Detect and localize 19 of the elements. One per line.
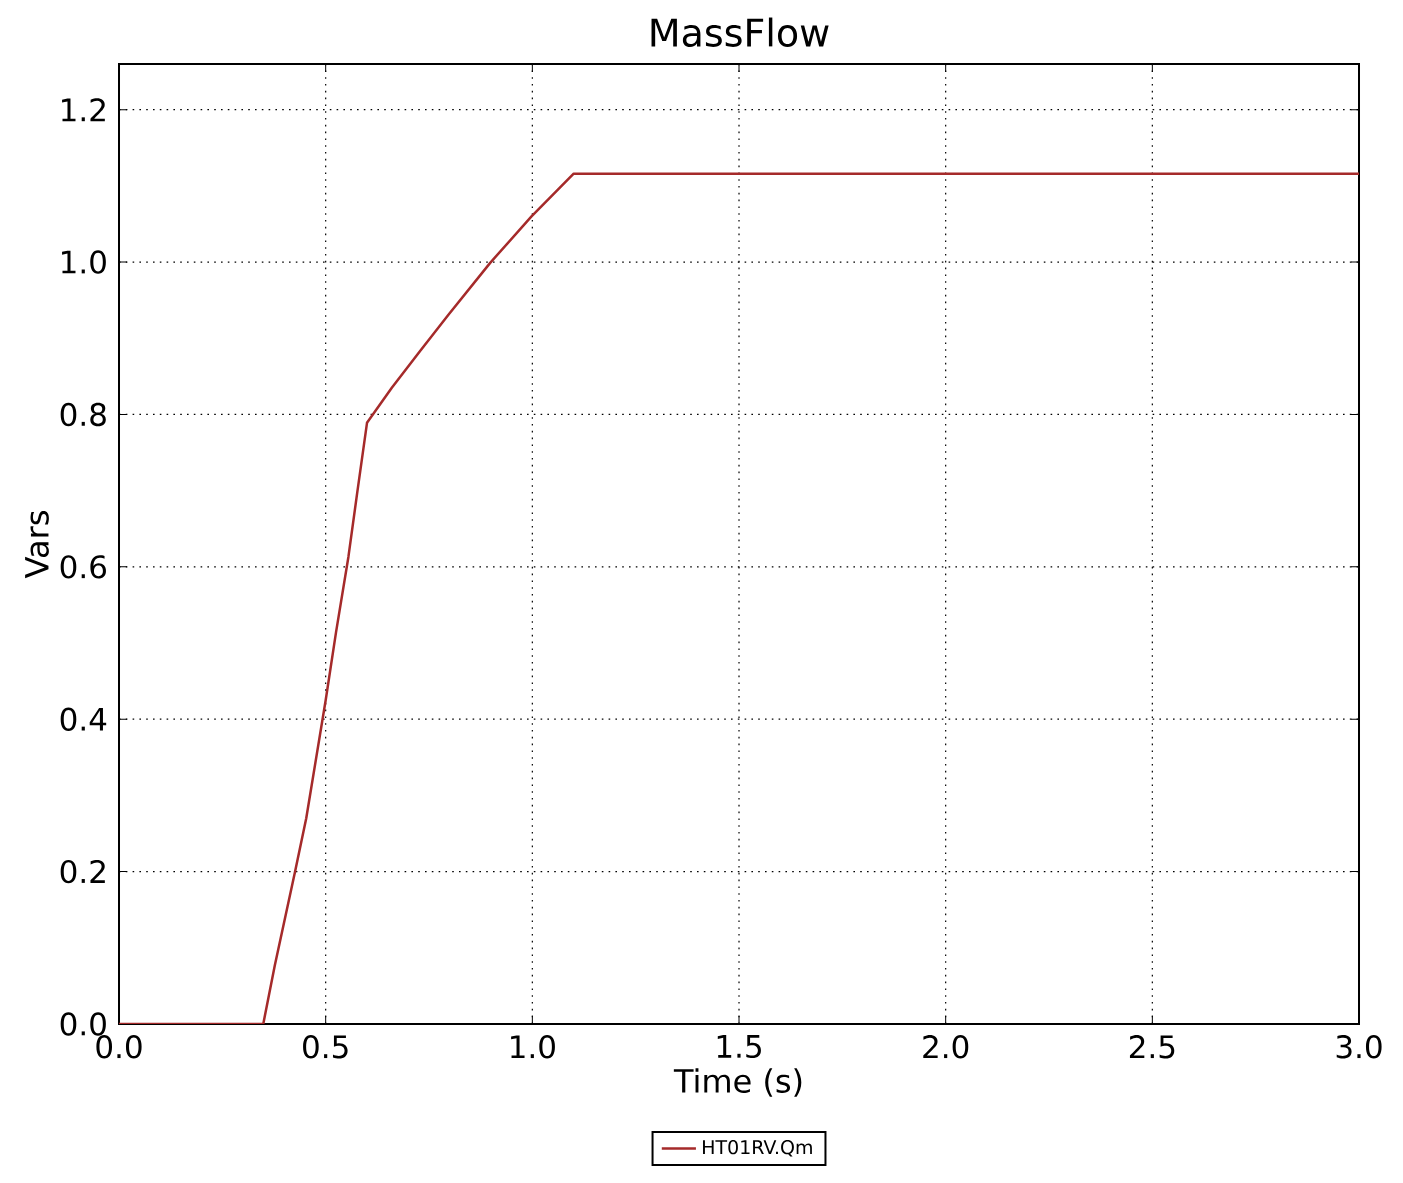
y-tick-label: 0.8: [60, 402, 106, 427]
line-series: [119, 172, 1360, 1024]
y-axis-title: Vars: [25, 511, 49, 579]
x-tick-label: 1.0: [511, 1035, 555, 1059]
chart-title: MassFlow: [651, 17, 829, 47]
y-tick-label: 1.0: [62, 250, 106, 274]
y-tick-label: 0.2: [60, 859, 105, 884]
y-tick-label: 0.0: [60, 1012, 106, 1036]
x-tick-label: 0.5: [303, 1035, 348, 1059]
legend-label: HT01RV.Qm: [703, 1139, 812, 1157]
x-tick-label: 3.0: [1336, 1035, 1382, 1059]
y-tick-label: 0.4: [60, 707, 107, 731]
y-tick-label: 0.6: [60, 555, 106, 579]
x-tick-label: 2.5: [1129, 1035, 1175, 1059]
x-tick-label: 1.5: [717, 1035, 761, 1059]
x-axis-title: Time (s): [673, 1068, 802, 1097]
x-tick-label: 0.0: [96, 1035, 142, 1059]
x-tick-label: 2.0: [923, 1035, 969, 1059]
y-tick-label: 1.2: [62, 98, 105, 122]
